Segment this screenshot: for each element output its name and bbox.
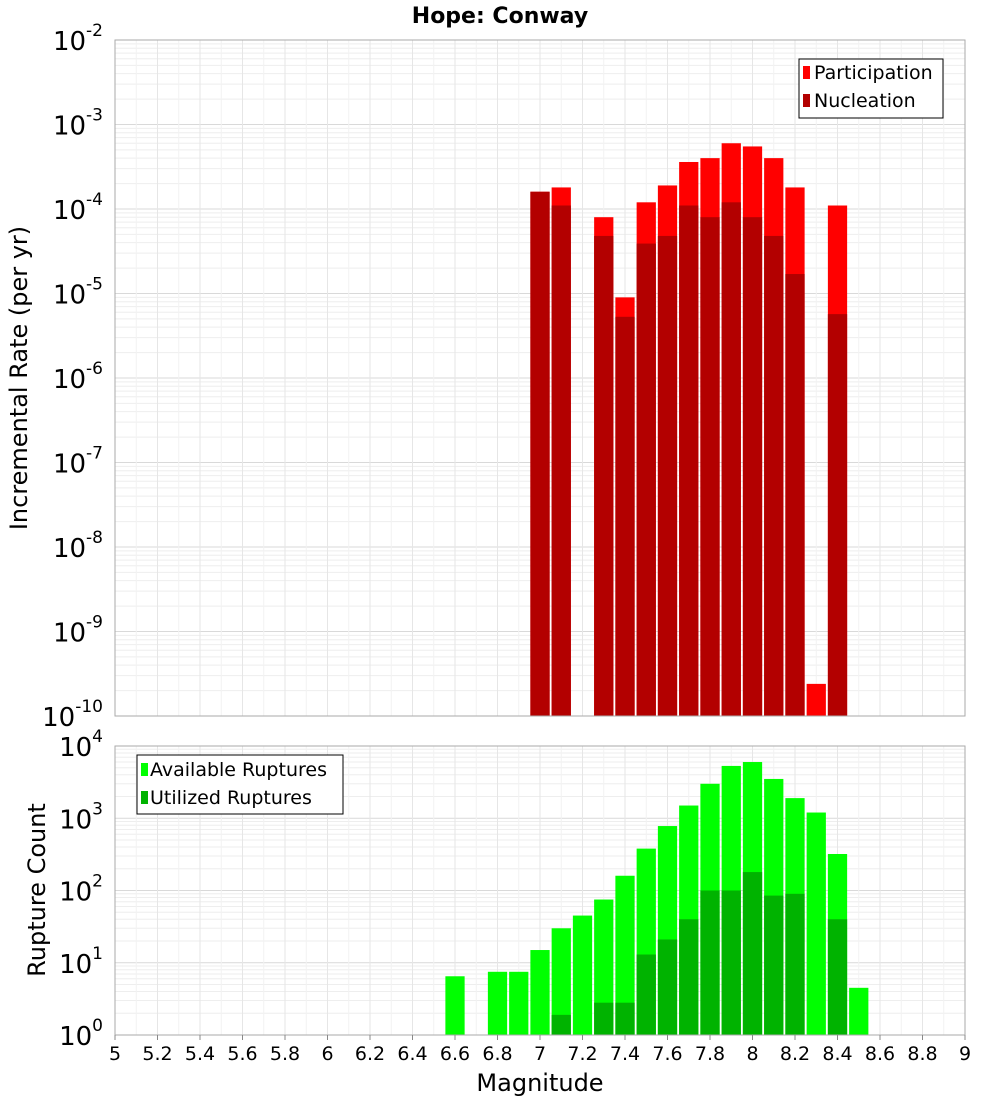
nucleation-bar [679, 205, 699, 716]
nucleation-bar [551, 205, 571, 716]
utilized-ruptures-legend-label: Utilized Ruptures [150, 787, 312, 809]
top-y-tick-label: 10-7 [53, 444, 103, 480]
nucleation-bar [530, 191, 550, 716]
utilized-ruptures-bar [679, 919, 699, 1035]
bottom-legend-box [136, 754, 344, 815]
utilized-ruptures-bar [742, 872, 763, 1035]
top-y-tick-label: 10-4 [53, 190, 103, 226]
top-y-tick-label: 10-8 [53, 528, 103, 564]
bottom-y-tick-label: 102 [59, 872, 103, 908]
nucleation-bar [827, 314, 848, 716]
participation-legend-swatch [803, 66, 810, 79]
x-tick-label: 5.4 [185, 1043, 215, 1065]
available-ruptures-bar [806, 812, 826, 1035]
bottom-legend: Available Ruptures Utilized Ruptures [136, 754, 344, 815]
x-tick-label: 8.6 [865, 1043, 895, 1065]
utilized-ruptures-bar [785, 893, 805, 1035]
bottom-y-tick-label: 103 [59, 799, 103, 835]
top-y-axis-ticks: 10-10 10-9 10-8 10-7 10-6 10-5 10-4 10-3 10-2 [42, 21, 103, 733]
bottom-y-axis-ticks: 100 101 102 103 104 [59, 727, 103, 1052]
utilized-ruptures-bar [721, 890, 741, 1035]
nucleation-bar [636, 243, 656, 716]
nucleation-bar [742, 217, 763, 716]
x-tick-label: 6.4 [397, 1043, 427, 1065]
top-legend: Participation Nucleation [798, 58, 944, 119]
nucleation-bar [700, 217, 720, 716]
utilized-ruptures-bar [764, 895, 784, 1035]
available-ruptures-bar [487, 971, 508, 1035]
utilized-ruptures-bar [700, 890, 720, 1035]
x-tick-label: 7.2 [567, 1043, 597, 1065]
nucleation-bar [657, 235, 678, 716]
x-tick-label: 8.2 [780, 1043, 810, 1065]
top-y-tick-label: 10-2 [53, 21, 103, 57]
utilized-ruptures-bar [594, 1002, 614, 1035]
top-legend-box [798, 58, 944, 119]
bottom-y-tick-label: 100 [59, 1016, 103, 1052]
x-tick-label: 8.8 [907, 1043, 937, 1065]
bottom-y-axis-label: Rupture Count [23, 803, 51, 977]
nucleation-bar [615, 316, 635, 716]
utilized-ruptures-legend-swatch [141, 791, 148, 804]
utilized-ruptures-bar [657, 939, 678, 1035]
bottom-plot-bars [445, 762, 869, 1035]
x-tick-label: 7 [534, 1043, 546, 1065]
top-plot-area [114, 39, 966, 717]
nucleation-bar [785, 274, 805, 716]
utilized-ruptures-bar [551, 1014, 571, 1035]
nucleation-bar [721, 202, 741, 716]
available-ruptures-legend-swatch [141, 763, 148, 776]
available-ruptures-bar [551, 928, 571, 1035]
available-ruptures-legend-label: Available Ruptures [150, 759, 327, 781]
top-y-tick-label: 10-5 [53, 275, 103, 311]
nucleation-legend-swatch [803, 94, 810, 107]
x-axis-ticks: 5 5.2 5.4 5.6 5.8 6 6.2 6.4 6.6 6.8 7 7.2 7.4 7.6 7.8 8… [109, 1035, 971, 1065]
available-ruptures-bar [849, 987, 869, 1035]
available-ruptures-bar [445, 976, 465, 1035]
x-tick-label: 7.8 [695, 1043, 725, 1065]
top-y-tick-label: 10-9 [53, 613, 103, 649]
x-tick-label: 7.6 [652, 1043, 682, 1065]
top-y-tick-label: 10-6 [53, 359, 103, 395]
x-tick-label: 8 [746, 1043, 758, 1065]
utilized-ruptures-bar [636, 954, 656, 1035]
nucleation-bar [764, 235, 784, 716]
top-y-axis-label: Incremental Rate (per yr) [5, 226, 33, 530]
available-ruptures-bar [509, 971, 529, 1035]
x-tick-label: 5.8 [270, 1043, 300, 1065]
utilized-ruptures-bar [827, 919, 848, 1035]
available-ruptures-bar [615, 875, 635, 1035]
nucleation-bar [594, 235, 614, 716]
participation-bar [806, 683, 826, 716]
x-tick-label: 6.8 [482, 1043, 512, 1065]
top-plot-bars [530, 143, 848, 717]
x-tick-label: 9 [959, 1043, 971, 1065]
participation-legend-label: Participation [814, 62, 933, 84]
x-tick-label: 5 [109, 1043, 121, 1065]
x-tick-label: 6 [321, 1043, 333, 1065]
x-tick-label: 8.4 [822, 1043, 852, 1065]
x-axis-label: Magnitude [476, 1069, 603, 1097]
top-y-tick-label: 10-10 [42, 697, 103, 733]
x-tick-label: 6.2 [355, 1043, 385, 1065]
chart-title: Hope: Conway [412, 4, 588, 29]
x-tick-label: 7.4 [610, 1043, 640, 1065]
top-y-tick-label: 10-3 [53, 106, 103, 142]
available-ruptures-bar [594, 899, 614, 1035]
available-ruptures-bar [572, 915, 593, 1035]
bottom-y-tick-label: 104 [59, 727, 103, 763]
x-tick-label: 5.2 [142, 1043, 172, 1065]
available-ruptures-bar [530, 950, 550, 1035]
x-tick-label: 5.6 [227, 1043, 257, 1065]
utilized-ruptures-bar [615, 1002, 635, 1035]
bottom-y-tick-label: 101 [59, 944, 103, 980]
x-tick-label: 6.6 [440, 1043, 470, 1065]
nucleation-legend-label: Nucleation [814, 90, 916, 112]
